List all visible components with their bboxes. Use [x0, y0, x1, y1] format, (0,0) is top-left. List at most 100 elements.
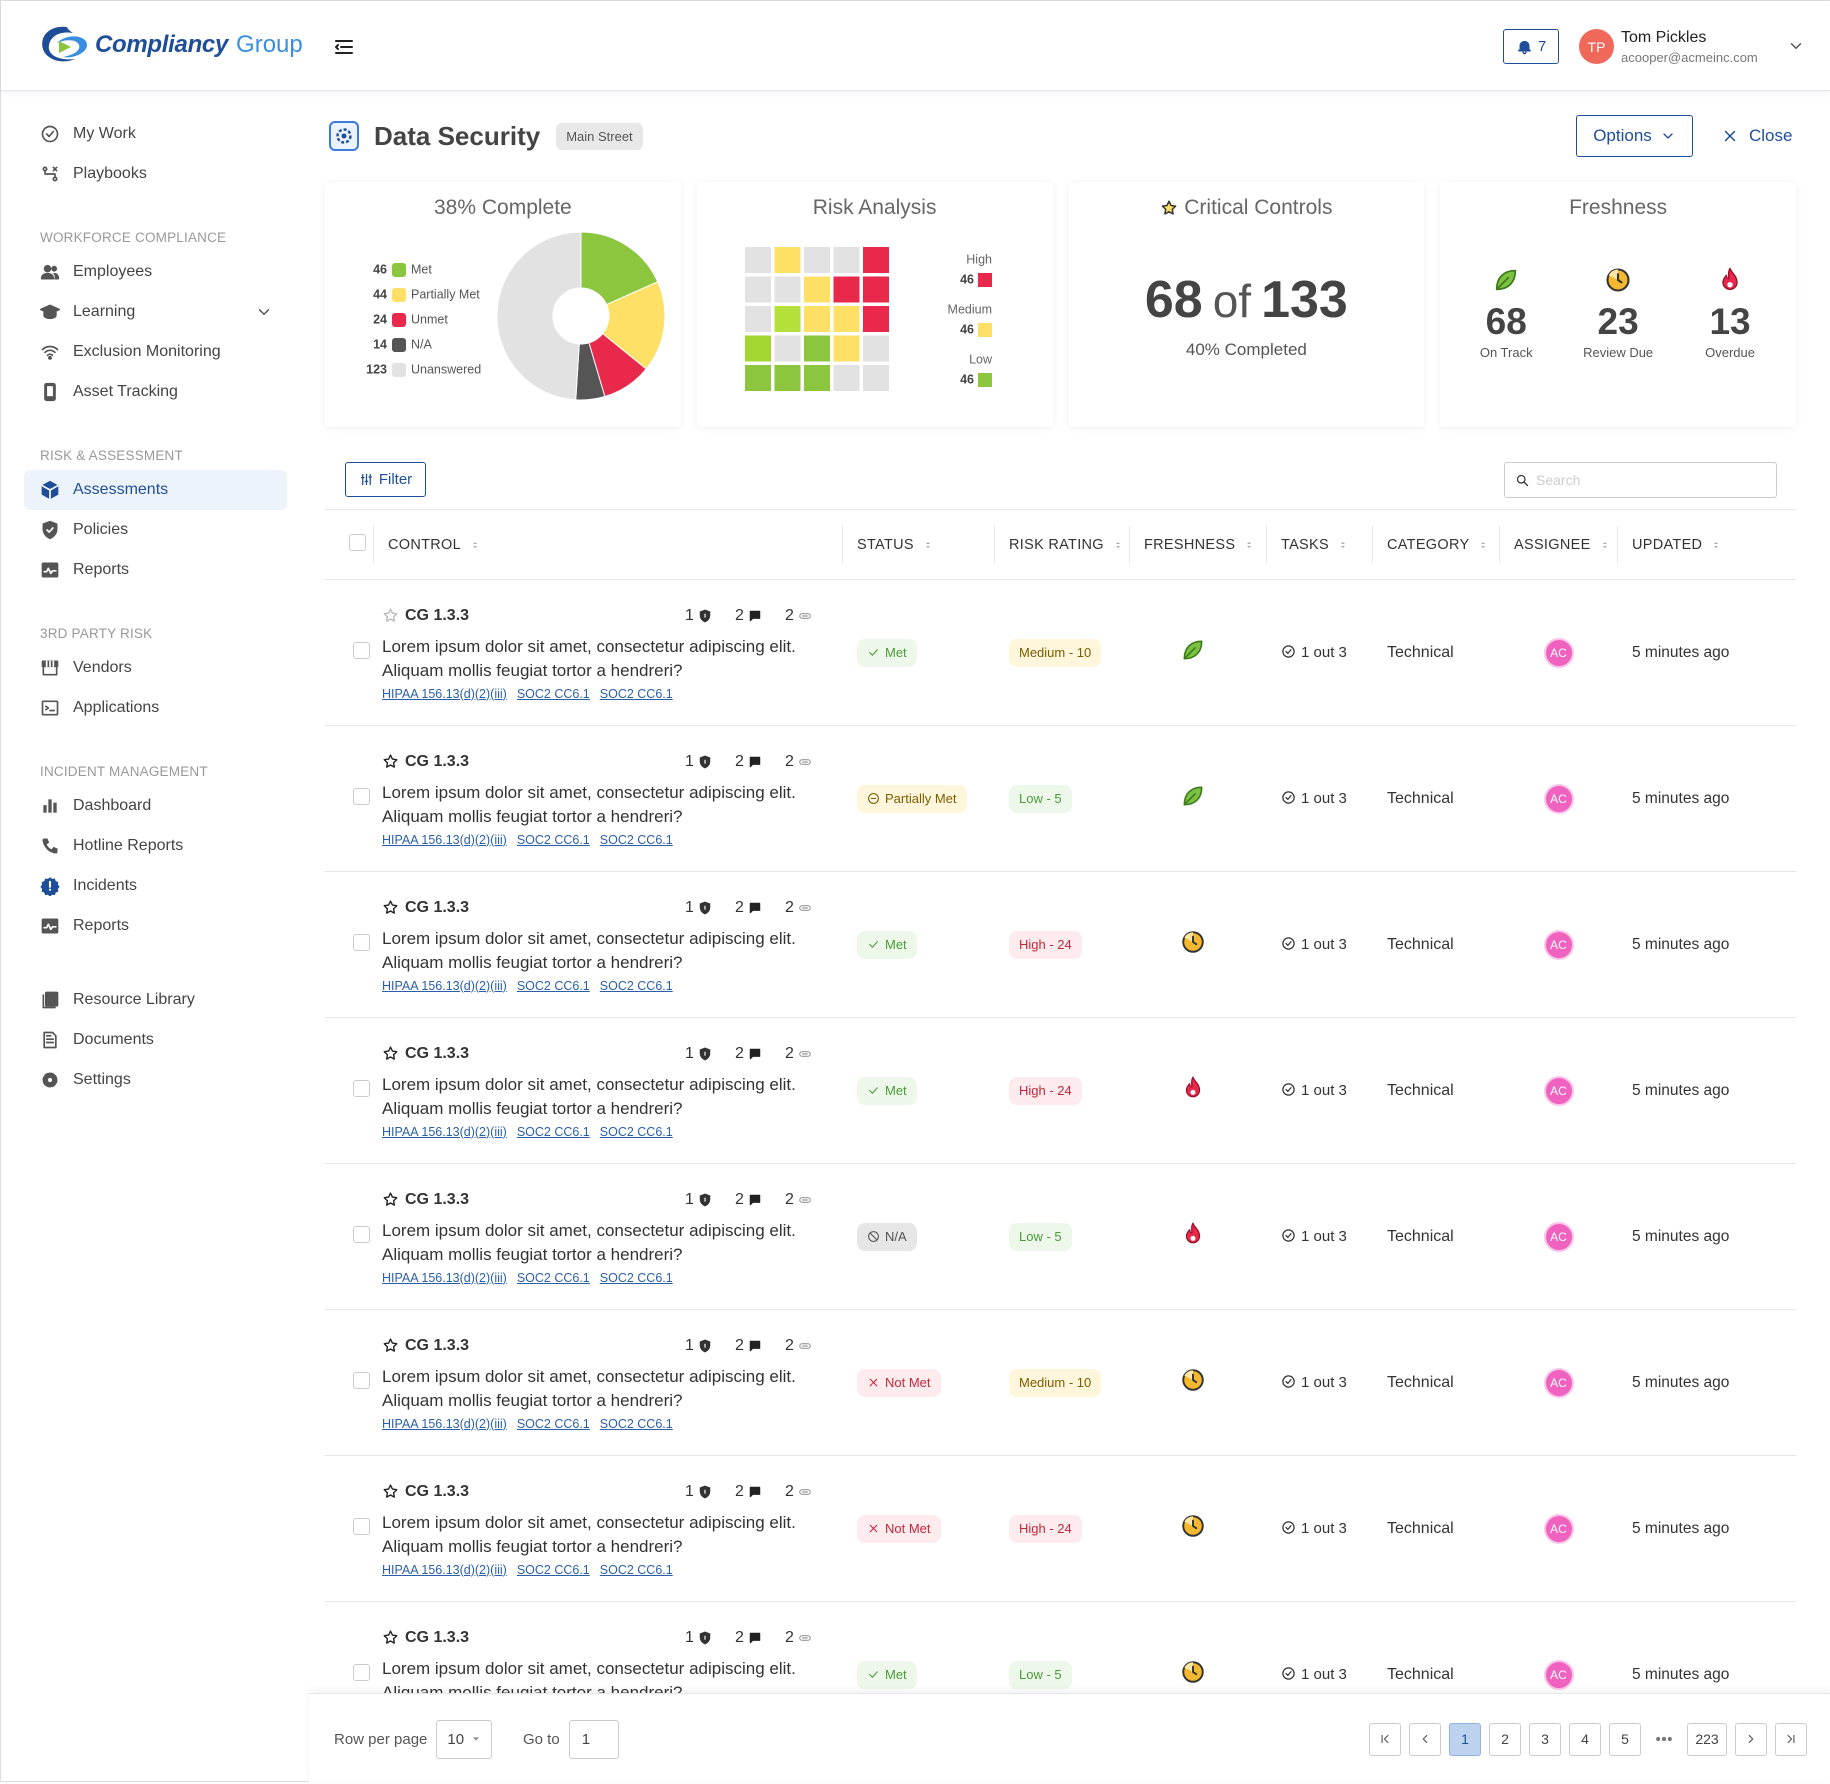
framework-tag[interactable]: SOC2 CC6.1 — [599, 1416, 673, 1431]
framework-tag[interactable]: SOC2 CC6.1 — [599, 686, 673, 701]
framework-tag[interactable]: SOC2 CC6.1 — [516, 1416, 590, 1431]
framework-tag[interactable]: HIPAA 156.13(d)(2)(iii) — [382, 686, 507, 701]
nav-item[interactable]: Applications — [24, 688, 287, 728]
column-header[interactable]: STATUS — [843, 509, 995, 580]
framework-tag[interactable]: SOC2 CC6.1 — [599, 978, 673, 993]
nav-item[interactable]: Policies — [24, 510, 287, 550]
logo[interactable]: Compliancy Group — [37, 23, 303, 67]
notifications-button[interactable]: 7 — [1503, 29, 1559, 64]
favorite-star[interactable] — [382, 753, 399, 770]
nav-item[interactable]: Learning — [24, 292, 287, 332]
heatmap-cell — [803, 306, 830, 332]
nav-item[interactable]: Hotline Reports — [24, 826, 287, 866]
table-row[interactable]: CG 1.3.3 1 2 2 Lorem ipsum dolor sit amet, c… — [325, 1309, 1796, 1456]
table-row[interactable]: CG 1.3.3 1 2 2 Lorem ipsum dolor sit amet, c… — [325, 1455, 1796, 1602]
framework-tag[interactable]: SOC2 CC6.1 — [516, 1124, 590, 1139]
nav-item[interactable]: Documents — [24, 1020, 287, 1060]
framework-tag[interactable]: HIPAA 156.13(d)(2)(iii) — [382, 978, 507, 993]
next-page[interactable] — [1735, 1722, 1767, 1756]
favorite-star[interactable] — [382, 607, 399, 624]
nav-item[interactable]: Exclusion Monitoring — [24, 332, 287, 372]
row-checkbox[interactable] — [353, 1517, 370, 1535]
user-menu-chevron[interactable] — [1787, 37, 1805, 55]
nav-item[interactable]: Employees — [24, 252, 287, 292]
select-all[interactable] — [349, 534, 366, 551]
framework-tag[interactable]: SOC2 CC6.1 — [599, 1124, 673, 1139]
page-button[interactable]: 3 — [1529, 1722, 1561, 1756]
previous-page[interactable] — [1409, 1722, 1441, 1756]
framework-tag[interactable]: HIPAA 156.13(d)(2)(iii) — [382, 832, 507, 847]
last-page[interactable] — [1775, 1722, 1807, 1756]
column-header[interactable]: FRESHNESS — [1130, 509, 1267, 580]
page-button[interactable]: 1 — [1449, 1722, 1481, 1756]
nav-item[interactable]: Assessments — [24, 470, 287, 510]
framework-tag[interactable]: SOC2 CC6.1 — [599, 1562, 673, 1577]
row-checkbox[interactable] — [353, 641, 370, 659]
nav-item[interactable]: My Work — [24, 114, 287, 154]
icon-part — [1661, 1736, 1667, 1742]
favorite-star[interactable] — [382, 1191, 399, 1208]
menu-toggle[interactable] — [332, 35, 356, 59]
column-title: ASSIGNEE — [1514, 536, 1591, 553]
framework-tag[interactable]: SOC2 CC6.1 — [516, 1270, 590, 1285]
framework-tag[interactable]: HIPAA 156.13(d)(2)(iii) — [382, 1124, 507, 1139]
table-row[interactable]: CG 1.3.3 1 2 2 Lorem ipsum dolor sit amet, c… — [325, 579, 1796, 726]
column-header[interactable]: ASSIGNEE — [1500, 509, 1618, 580]
search-input[interactable]: Search — [1504, 462, 1777, 498]
table-row[interactable]: CG 1.3.3 1 2 2 Lorem ipsum dolor sit amet, c… — [325, 871, 1796, 1018]
rows-select[interactable]: 10 — [436, 1719, 493, 1759]
nav-item[interactable]: Resource Library — [24, 980, 287, 1020]
nav-item[interactable]: Dashboard — [24, 786, 287, 826]
favorite-star[interactable] — [382, 1045, 399, 1062]
row-checkbox[interactable] — [353, 1225, 370, 1243]
table-row[interactable]: CG 1.3.3 1 2 2 Lorem ipsum dolor sit amet, c… — [325, 1163, 1796, 1310]
nav-item[interactable]: Vendors — [24, 648, 287, 688]
favorite-star[interactable] — [382, 899, 399, 916]
favorite-star[interactable] — [382, 1629, 399, 1646]
column-header[interactable]: TASKS — [1267, 509, 1373, 580]
framework-tag[interactable]: HIPAA 156.13(d)(2)(iii) — [382, 1416, 507, 1431]
nav-item[interactable]: Asset Tracking — [24, 372, 287, 412]
framework-tag[interactable]: SOC2 CC6.1 — [516, 832, 590, 847]
column-header[interactable]: UPDATED — [1618, 509, 1796, 580]
page-button[interactable]: 4 — [1569, 1722, 1601, 1756]
nav-item[interactable]: Reports — [24, 906, 287, 946]
framework-tag[interactable]: SOC2 CC6.1 — [599, 832, 673, 847]
page-button[interactable]: 223 — [1687, 1722, 1727, 1756]
goto-input[interactable]: 1 — [568, 1719, 619, 1759]
row-checkbox[interactable] — [353, 1371, 370, 1389]
row-checkbox[interactable] — [353, 933, 370, 951]
favorite-star[interactable] — [382, 1337, 399, 1354]
nav-item[interactable]: Settings — [24, 1060, 287, 1100]
framework-tag[interactable]: HIPAA 156.13(d)(2)(iii) — [382, 1562, 507, 1577]
icon-part — [48, 355, 52, 360]
nav-item[interactable]: Incidents — [24, 866, 287, 906]
filter-button[interactable]: Filter — [345, 462, 426, 497]
framework-tag[interactable]: SOC2 CC6.1 — [516, 1562, 590, 1577]
first-page[interactable] — [1369, 1722, 1401, 1756]
column-header[interactable]: CONTROL — [374, 509, 843, 580]
column-header[interactable]: CATEGORY — [1373, 509, 1500, 580]
page-button[interactable]: 2 — [1489, 1722, 1521, 1756]
row-checkbox[interactable] — [353, 787, 370, 805]
framework-tag[interactable]: SOC2 CC6.1 — [599, 1270, 673, 1285]
row-checkbox[interactable] — [353, 1663, 370, 1681]
options-button[interactable]: Options — [1576, 115, 1693, 157]
page-button[interactable]: 5 — [1609, 1722, 1641, 1756]
row-checkbox[interactable] — [353, 1079, 370, 1097]
column-header[interactable]: RISK RATING — [995, 509, 1130, 580]
framework-tag[interactable]: HIPAA 156.13(d)(2)(iii) — [382, 1270, 507, 1285]
table-row[interactable]: CG 1.3.3 1 2 2 Lorem ipsum dolor sit amet, c… — [325, 725, 1796, 872]
user-info[interactable]: Tom Pickles acooper@acmeinc.com — [1621, 29, 1758, 65]
framework-tag[interactable]: SOC2 CC6.1 — [516, 978, 590, 993]
framework-tag[interactable]: SOC2 CC6.1 — [516, 686, 590, 701]
nav-item[interactable]: Playbooks — [24, 154, 287, 194]
close-button[interactable]: Close — [1721, 115, 1792, 157]
table-row[interactable]: CG 1.3.3 1 2 2 Lorem ipsum dolor sit amet, c… — [325, 1601, 1796, 1693]
favorite-star[interactable] — [382, 1483, 399, 1500]
table-row[interactable]: CG 1.3.3 1 2 2 Lorem ipsum dolor sit amet, c… — [325, 1017, 1796, 1164]
user-avatar[interactable]: TP — [1579, 29, 1614, 64]
control-count: 2 — [785, 1045, 835, 1063]
tasks-cell: 1 out 3 — [1267, 1163, 1373, 1310]
nav-item[interactable]: Reports — [24, 550, 287, 590]
